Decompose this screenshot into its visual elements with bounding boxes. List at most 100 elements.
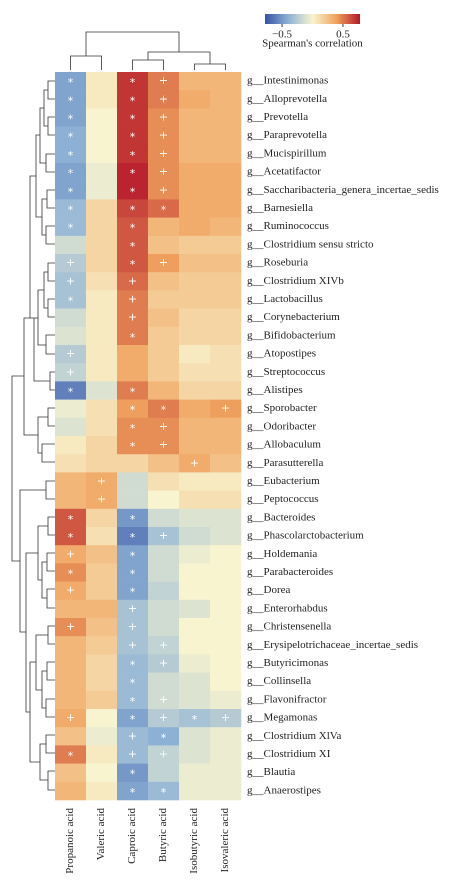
row-label: g__Barnesiella — [247, 202, 313, 214]
heatmap-cell — [55, 581, 87, 601]
heatmap-cell — [55, 763, 87, 783]
row-label: g__Anaerostipes — [247, 784, 321, 796]
heatmap-cell — [86, 90, 118, 109]
heatmap-cell — [210, 381, 242, 400]
significance-marker: + — [128, 729, 137, 742]
heatmap-cell — [210, 690, 242, 710]
heatmap-cell — [179, 472, 211, 491]
heatmap-cell — [148, 417, 180, 437]
significance-marker: + — [66, 584, 75, 597]
heatmap-cell — [86, 636, 118, 655]
heatmap-cell — [179, 217, 211, 237]
heatmap-cell — [55, 199, 87, 218]
heatmap-cell — [117, 126, 149, 146]
significance-marker: + — [128, 293, 137, 306]
significance-marker: + — [66, 347, 75, 360]
significance-marker: * — [68, 149, 74, 162]
significance-marker: + — [97, 493, 106, 506]
row-label: g__Saccharibacteria_genera_incertae_sedi… — [247, 184, 439, 196]
significance-marker: + — [159, 183, 168, 196]
significance-marker: + — [128, 602, 137, 615]
heatmap-cell — [210, 436, 242, 455]
significance-marker: * — [130, 586, 136, 599]
heatmap-cell — [210, 454, 242, 473]
heatmap-cell — [148, 709, 180, 728]
row-label: g__Holdemania — [247, 548, 317, 560]
heatmap-cell — [86, 363, 118, 382]
heatmap-cell — [55, 709, 87, 728]
heatmap-cell — [86, 490, 118, 510]
significance-marker: + — [221, 711, 230, 724]
heatmap-cell — [86, 727, 118, 746]
colorbar-tick-label: 0.5 — [336, 29, 350, 41]
column-label: Isovaleric acid — [219, 808, 231, 873]
significance-marker: * — [192, 713, 198, 726]
significance-marker: * — [130, 113, 136, 126]
heatmap-cell — [210, 90, 242, 109]
heatmap-cell — [179, 563, 211, 582]
heatmap-cell — [210, 308, 242, 328]
significance-marker: * — [130, 240, 136, 253]
significance-marker: * — [130, 695, 136, 708]
heatmap-cell — [148, 90, 180, 109]
heatmap-cell — [86, 399, 118, 419]
significance-marker: * — [130, 713, 136, 726]
heatmap-cell — [86, 527, 118, 546]
heatmap-cell — [117, 399, 149, 419]
heatmap-cell — [117, 745, 149, 764]
heatmap-cell — [86, 108, 118, 127]
heatmap-cell — [117, 763, 149, 783]
significance-marker: * — [161, 204, 167, 217]
row-label: g__Parasutterella — [247, 457, 323, 469]
heatmap-cell — [179, 108, 211, 127]
heatmap-cell — [117, 581, 149, 601]
row-label: g__Paraprevotella — [247, 129, 327, 141]
heatmap-cell — [179, 436, 211, 455]
heatmap-cell — [55, 781, 87, 801]
significance-marker: + — [159, 165, 168, 178]
heatmap-cell — [210, 654, 242, 673]
heatmap-cell — [55, 126, 87, 146]
heatmap-cell — [148, 672, 180, 692]
heatmap-cell — [117, 472, 149, 491]
significance-marker: + — [159, 420, 168, 433]
row-label: g__Clostridium XIVb — [247, 275, 344, 287]
heatmap-cell — [210, 72, 242, 91]
significance-marker: * — [130, 331, 136, 344]
heatmap-cell — [55, 672, 87, 692]
row-label: g__Peptococcus — [247, 493, 318, 505]
heatmap-cell — [210, 490, 242, 510]
row-label: g__Ruminococcus — [247, 220, 329, 232]
heatmap-cell — [55, 308, 87, 328]
heatmap-cell — [210, 363, 242, 382]
heatmap-cell — [86, 709, 118, 728]
row-label: g__Mucispirillum — [247, 147, 327, 159]
row-label: g__Clostridium sensu stricto — [247, 238, 374, 250]
significance-marker: * — [68, 131, 74, 144]
heatmap-cell — [86, 126, 118, 146]
row-dendrogram — [11, 80, 55, 791]
heatmap-cell — [210, 563, 242, 582]
row-label: g__Megamonas — [247, 712, 317, 724]
significance-marker: * — [68, 531, 74, 544]
heatmap-cell — [148, 345, 180, 364]
heatmap-cell — [148, 727, 180, 746]
heatmap-cell — [86, 745, 118, 764]
heatmap-cell — [117, 618, 149, 637]
heatmap-cell — [55, 545, 87, 564]
heatmap-cell — [148, 381, 180, 400]
row-label: g__Lactobacillus — [247, 293, 323, 305]
heatmap-cell — [148, 363, 180, 382]
significance-marker: * — [130, 131, 136, 144]
heatmap-cell — [210, 636, 242, 655]
significance-marker: * — [68, 568, 74, 581]
significance-marker: * — [68, 222, 74, 235]
heatmap-cell — [117, 254, 149, 273]
row-label: g__Intestinimonas — [247, 75, 328, 87]
heatmap-cell — [86, 144, 118, 164]
heatmap-cell — [148, 326, 180, 346]
heatmap-cell — [179, 308, 211, 328]
heatmap-cell — [210, 581, 242, 601]
heatmap-cell — [117, 272, 149, 291]
heatmap-cell — [86, 781, 118, 801]
